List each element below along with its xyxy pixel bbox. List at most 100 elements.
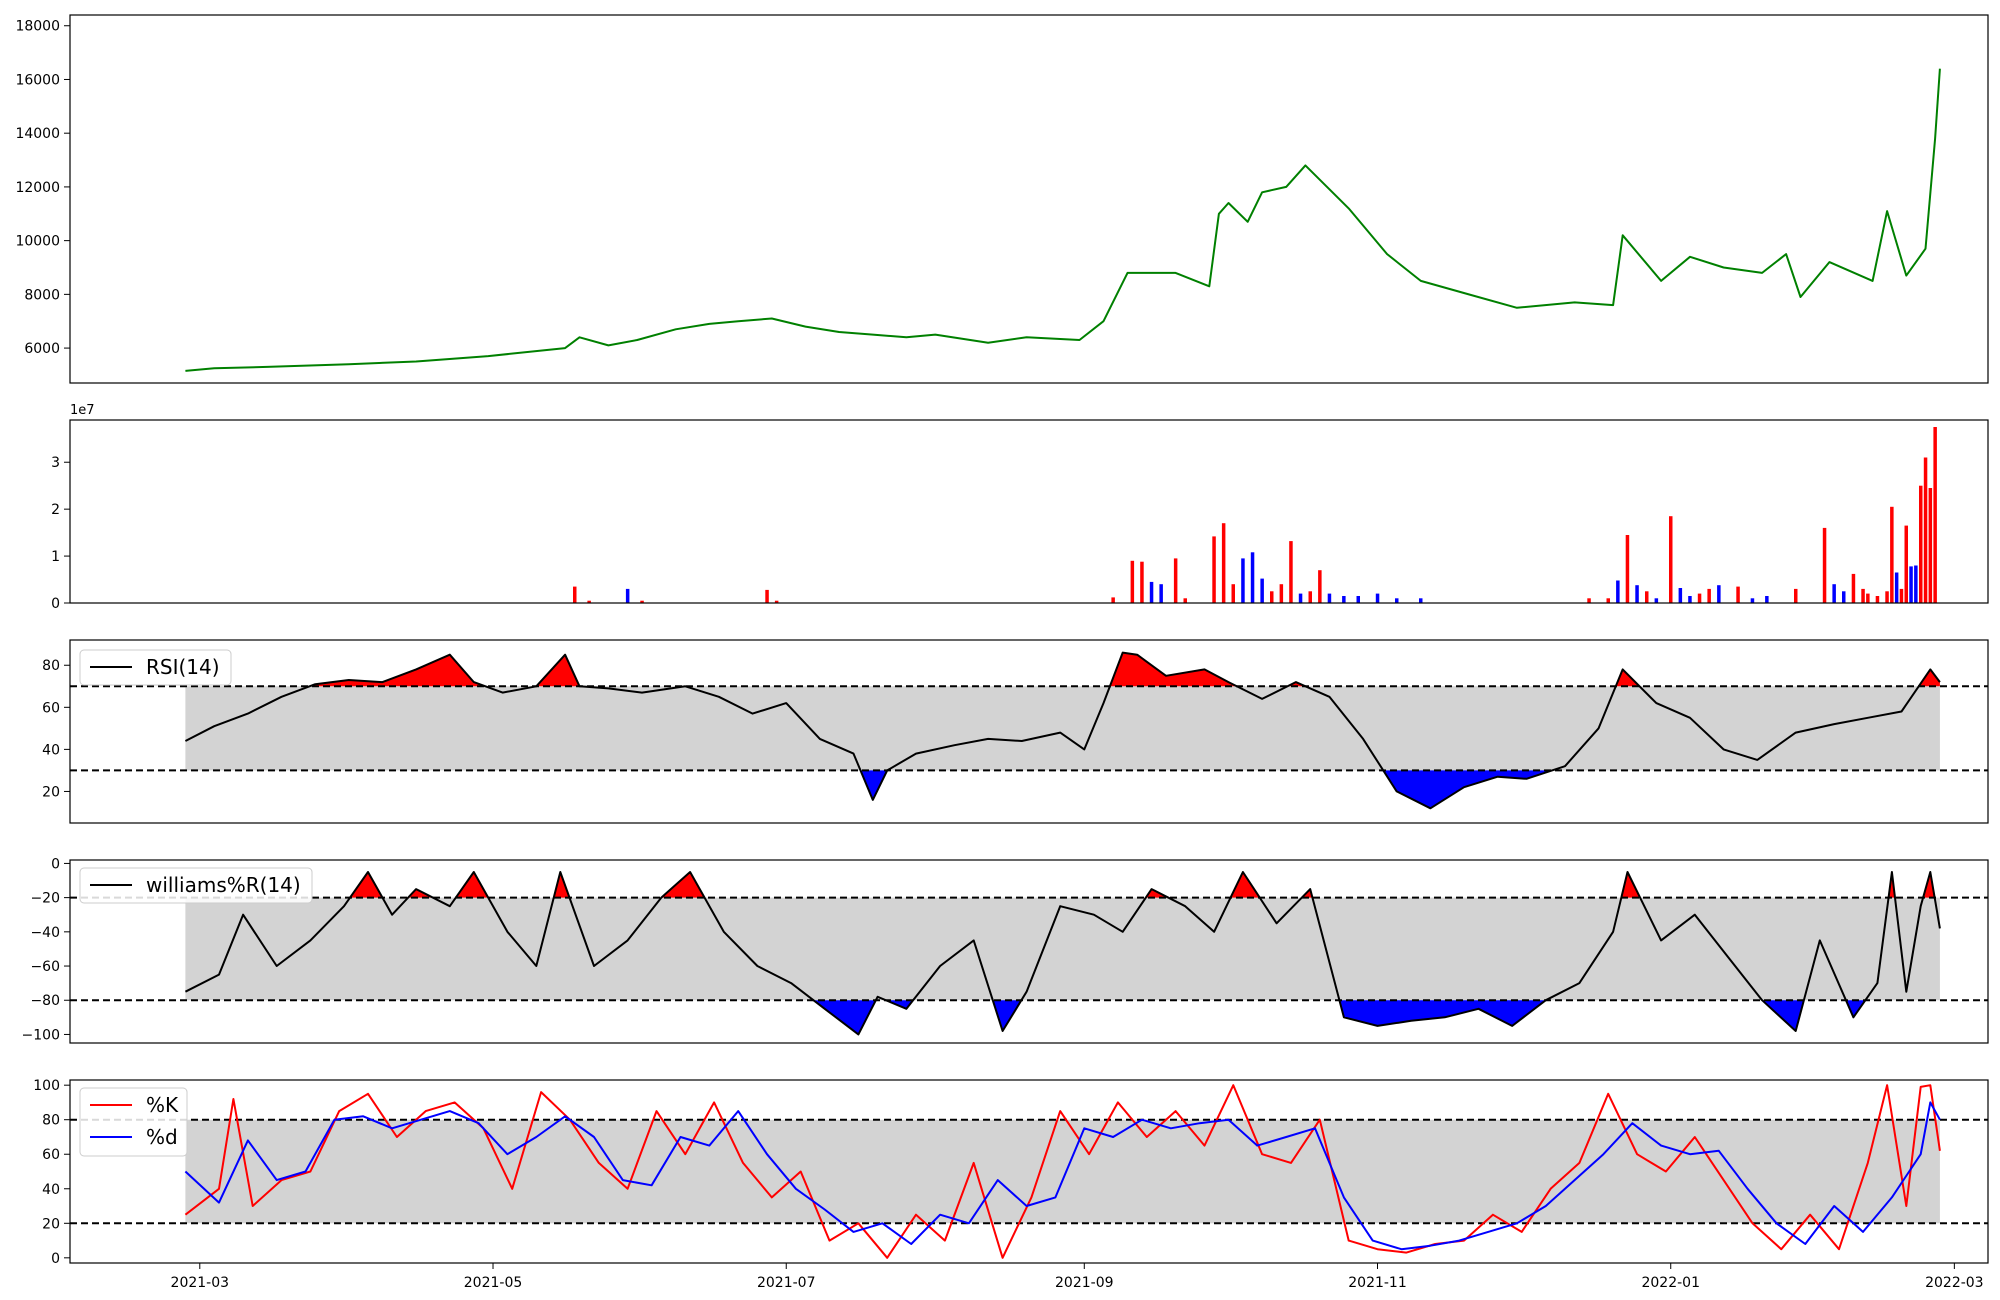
y-tick-label: 0	[51, 856, 60, 872]
y-tick-label: 20	[42, 1216, 60, 1232]
volume-bar	[573, 586, 577, 603]
overbought-fill	[1230, 872, 1260, 898]
price-line	[185, 68, 1941, 372]
volume-bar	[1635, 585, 1639, 603]
williams-panel: williams%R(14) 0 −20 −40 −60 −80 −100	[22, 856, 1989, 1044]
williams-legend-label: williams%R(14)	[146, 873, 301, 897]
volume-bar	[1140, 561, 1144, 603]
volume-bar	[1697, 593, 1702, 603]
stochastic-plot-layer	[70, 1084, 1988, 1259]
oversold-fill	[860, 770, 888, 800]
overbought-fill	[1923, 872, 1935, 898]
volume-bar	[1717, 585, 1721, 603]
overbought-fill	[350, 872, 383, 898]
volume-bar	[1625, 535, 1630, 603]
volume-bar	[587, 600, 591, 603]
volume-bar	[1904, 525, 1908, 603]
volume-bar	[640, 600, 644, 603]
overbought-fill	[536, 654, 580, 687]
volume-bar	[1606, 598, 1610, 603]
volume-bar	[1736, 586, 1740, 603]
rsi-legend-label: RSI(14)	[146, 655, 220, 679]
volume-bar	[1928, 488, 1933, 603]
volume-bar	[1645, 591, 1649, 603]
volume-bar	[1861, 588, 1865, 603]
y-tick-label: 0	[51, 596, 60, 612]
overbought-fill	[1109, 652, 1237, 687]
volume-bar	[625, 588, 630, 603]
volume-bar	[1919, 485, 1923, 603]
volume-bar	[1587, 598, 1591, 603]
y-tick-label: 40	[42, 742, 60, 758]
neutral-band	[185, 1119, 1940, 1224]
x-tick-label: 2021-11	[1348, 1275, 1407, 1291]
x-tick-label: 2021-07	[757, 1275, 816, 1291]
y-tick-label: 12000	[15, 180, 60, 196]
y-tick-label: 18000	[15, 19, 60, 35]
volume-bar	[1270, 591, 1274, 603]
volume-bar	[1356, 596, 1360, 603]
oversold-fill	[1762, 1000, 1804, 1031]
volume-bar	[1923, 457, 1928, 603]
y-tick-label: 1	[51, 549, 60, 565]
volume-bar	[1851, 573, 1856, 603]
volume-bar	[1899, 588, 1904, 603]
volume-bar	[774, 600, 779, 603]
volume-bar	[1111, 597, 1115, 603]
volume-bar	[1765, 596, 1769, 603]
volume-bar	[1616, 580, 1620, 603]
d-legend-label: %d	[146, 1125, 178, 1149]
volume-bar	[1173, 558, 1178, 603]
y-tick-label: −40	[30, 925, 60, 941]
volume-bar	[1260, 578, 1264, 603]
y-tick-label: −60	[30, 959, 60, 975]
y-tick-label: 0	[51, 1251, 60, 1267]
volume-bar	[1395, 598, 1399, 603]
overbought-fill	[661, 872, 705, 898]
overbought-fill	[309, 654, 486, 687]
y-tick-label: 10000	[15, 234, 60, 250]
volume-bar	[1221, 523, 1226, 603]
y-tick-label: 80	[42, 658, 60, 674]
volume-bar	[1231, 584, 1235, 603]
oversold-fill	[992, 1000, 1022, 1031]
volume-bar	[1707, 588, 1711, 603]
y-tick-label: 6000	[24, 341, 60, 357]
volume-bar	[1866, 593, 1870, 603]
volume-bar	[1875, 596, 1880, 603]
oversold-fill	[1845, 1000, 1866, 1018]
rsi-panel: RSI(14) 20 40 60 80	[42, 639, 1989, 824]
y-tick-label: −20	[30, 891, 60, 907]
volume-bar	[1327, 593, 1332, 603]
volume-bar	[1212, 536, 1216, 603]
volume-bar	[1678, 588, 1683, 603]
volume-bar	[1654, 598, 1659, 603]
volume-bar	[1183, 598, 1187, 603]
volume-bar	[1832, 584, 1836, 603]
y-tick-label: 60	[42, 1147, 60, 1163]
overbought-fill	[455, 872, 489, 898]
volume-bar	[1890, 506, 1894, 603]
x-tick-label: 2021-03	[171, 1275, 230, 1291]
y-tick-label: 80	[42, 1113, 60, 1129]
volume-bar	[1159, 584, 1163, 603]
k-legend-label: %K	[146, 1093, 179, 1117]
y-tick-label: −80	[30, 993, 60, 1009]
volume-bar	[1914, 565, 1918, 603]
volume-bar	[1279, 584, 1284, 603]
volume-bar	[1318, 570, 1322, 603]
x-tick-label: 2022-01	[1641, 1275, 1700, 1291]
neutral-band	[185, 686, 1940, 771]
neutral-band	[185, 897, 1940, 1001]
volume-bar	[1308, 591, 1312, 603]
volume-bar	[1669, 516, 1673, 603]
y-tick-label: 60	[42, 700, 60, 716]
stochastic-panel: %K %d 0 20 40 60 80 100 2021-03 2021-05 2021-07 2…	[33, 1078, 1989, 1291]
volume-bar	[1688, 596, 1692, 603]
williams-plot-layer	[70, 871, 1988, 1036]
x-tick-label: 2021-05	[464, 1275, 523, 1291]
oversold-fill	[1339, 1000, 1546, 1026]
y-tick-label: 40	[42, 1182, 60, 1198]
williams-legend: williams%R(14)	[79, 867, 313, 904]
